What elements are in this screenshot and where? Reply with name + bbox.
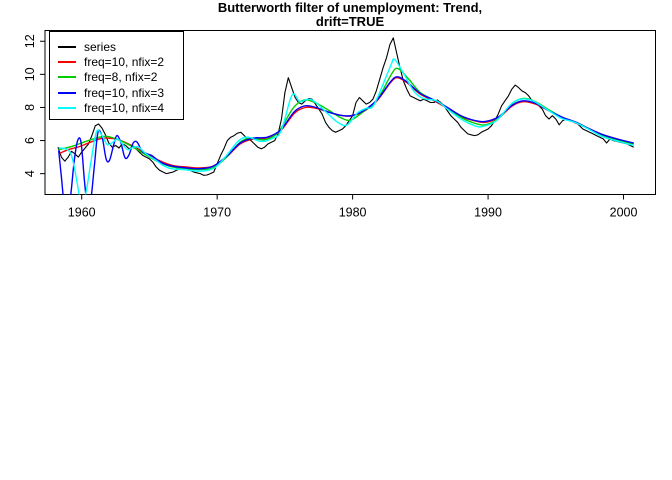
legend-line-sample <box>58 91 76 94</box>
y-axis-tick-label: 12 <box>23 34 37 48</box>
legend-item: freq=10, nfix=3 <box>50 85 183 100</box>
legend-item-label: freq=8, nfix=2 <box>84 70 158 85</box>
series-line-freq-10-nfix-4 <box>58 58 634 195</box>
legend: series freq=10, nfix=2 freq=8, nfix=2 freq=… <box>49 31 184 120</box>
legend-item: series <box>50 39 183 54</box>
x-axis-tick-label: 1960 <box>68 206 96 220</box>
legend-item: freq=8, nfix=2 <box>50 70 183 85</box>
legend-item: freq=10, nfix=4 <box>50 101 183 116</box>
x-axis-tick-label: 1980 <box>339 206 367 220</box>
legend-item-label: freq=10, nfix=3 <box>84 85 165 100</box>
plot-box <box>44 30 656 195</box>
x-axis-tick-label: 2000 <box>610 206 638 220</box>
y-axis-tick-label: 8 <box>23 104 37 111</box>
y-axis-tick-label: 4 <box>23 170 37 177</box>
y-axis-tick-label: 10 <box>23 67 37 81</box>
legend-item-label: series <box>84 39 117 54</box>
x-axis-tick-label: 1990 <box>474 206 502 220</box>
legend-line-sample <box>58 76 76 79</box>
chart-title-line1: Butterworth filter of unemployment: Tren… <box>217 0 483 15</box>
y-axis-tick-label: 6 <box>23 137 37 144</box>
legend-item-label: freq=10, nfix=4 <box>84 101 165 116</box>
legend-item-label: freq=10, nfix=2 <box>84 55 165 70</box>
chart-title: Butterworth filter of unemployment: Tren… <box>45 1 655 29</box>
legend-line-sample <box>58 45 76 48</box>
legend-line-sample <box>58 107 76 110</box>
legend-line-sample <box>58 61 76 64</box>
x-axis-tick-label: 1970 <box>203 206 231 220</box>
chart-title-line2: drift=TRUE <box>315 14 385 29</box>
series-group <box>57 37 634 195</box>
legend-item: freq=10, nfix=2 <box>50 54 183 69</box>
